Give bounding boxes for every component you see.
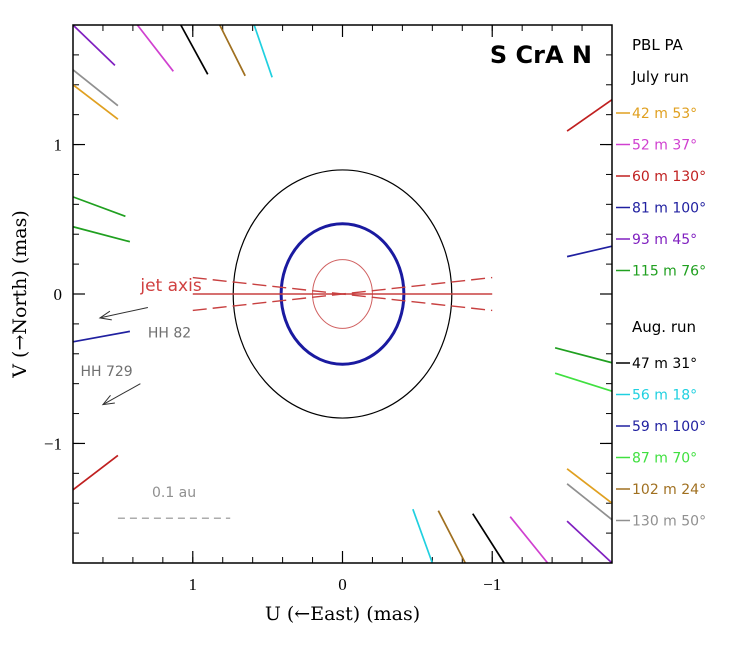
- arrow-head: [98, 310, 112, 321]
- legend-entry: 102 m 24°: [632, 482, 706, 498]
- legend-entry: 81 m 100°: [632, 201, 706, 217]
- hh82-label: HH 82: [148, 325, 191, 341]
- baseline-segment: [72, 69, 119, 107]
- legend-entry: 59 m 100°: [632, 419, 706, 435]
- baseline-segment: [566, 520, 613, 564]
- jet-axis-label: jet axis: [139, 276, 201, 296]
- direction-arrows: [98, 306, 148, 406]
- legend-entry: 47 m 31°: [632, 356, 697, 372]
- baseline-segment: [72, 330, 131, 343]
- legend-header: PBL PA: [632, 36, 684, 54]
- baseline-segment: [72, 24, 116, 66]
- annotation-texts: jet axis HH 82 HH 729 0.1 au: [80, 276, 201, 501]
- tick-labels: 1 0 −1 1 0 −1: [44, 136, 501, 594]
- y-axis-label: V (→North) (mas): [9, 210, 31, 378]
- x-tick-label: −1: [483, 575, 501, 594]
- baseline-segment: [253, 24, 273, 78]
- x-tick-label: 0: [338, 575, 347, 594]
- baseline-segment: [472, 513, 505, 564]
- scale-bar-label: 0.1 au: [152, 485, 196, 501]
- baseline-segment: [412, 508, 434, 564]
- legend-entry: 130 m 50°: [632, 514, 706, 530]
- legend-group-title: Aug. run: [632, 318, 696, 336]
- baseline-segment: [72, 225, 131, 243]
- legend-entry: 93 m 45°: [632, 232, 697, 248]
- hh729-label: HH 729: [80, 364, 132, 380]
- y-tick-label: 0: [54, 285, 63, 304]
- baseline-segment: [566, 99, 613, 132]
- baseline-segment: [136, 24, 174, 72]
- arrow-shaft: [102, 383, 141, 406]
- legend-entry: 56 m 18°: [632, 388, 697, 404]
- baseline-segment: [218, 24, 246, 77]
- legend-entry: 52 m 37°: [632, 138, 697, 154]
- arrow-head: [101, 394, 115, 406]
- baseline-segment: [566, 483, 613, 521]
- x-axis-label: U (←East) (mas): [265, 603, 420, 625]
- baseline-segment: [509, 516, 549, 564]
- y-tick-label: −1: [44, 434, 62, 453]
- legend-group-title: July run: [631, 68, 689, 86]
- baseline-segment: [554, 372, 613, 392]
- plot-frame: [72, 24, 613, 564]
- baseline-segments: [72, 24, 613, 564]
- baseline-segment: [554, 346, 613, 364]
- baseline-segment: [72, 454, 119, 491]
- arrow-shaft: [99, 306, 148, 319]
- legend: PBL PA July run 42 m 53° 52 m 37° 60 m 130° 8…: [616, 36, 706, 530]
- baseline-segment: [72, 84, 119, 120]
- y-tick-label: 1: [54, 136, 63, 155]
- baseline-segment: [566, 245, 613, 258]
- baseline-segment: [180, 24, 209, 75]
- chart-title: S CrA N: [490, 41, 592, 69]
- baseline-segment: [72, 196, 126, 218]
- jet-axis-lines: [192, 276, 493, 312]
- baseline-segment: [437, 510, 467, 564]
- major-ticks: [73, 25, 612, 563]
- baseline-segment: [566, 468, 613, 504]
- legend-entry: 42 m 53°: [632, 106, 697, 122]
- legend-entry: 60 m 130°: [632, 169, 706, 185]
- legend-entry: 87 m 70°: [632, 451, 697, 467]
- x-tick-label: 1: [189, 575, 198, 594]
- legend-entry: 115 m 76°: [632, 264, 706, 280]
